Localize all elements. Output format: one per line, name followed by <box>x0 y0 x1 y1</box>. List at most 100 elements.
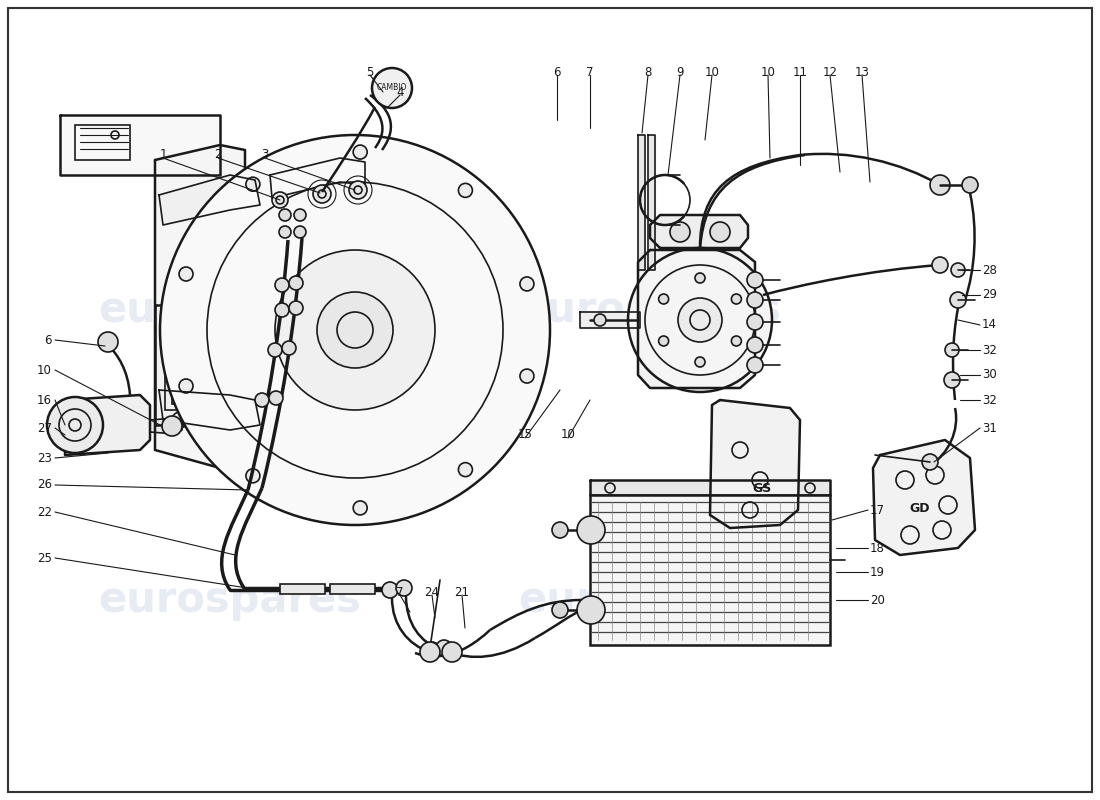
Polygon shape <box>650 215 748 248</box>
Text: 17: 17 <box>870 503 886 517</box>
Text: 2: 2 <box>214 149 222 162</box>
Circle shape <box>179 379 192 393</box>
Text: 1: 1 <box>160 149 167 162</box>
Circle shape <box>47 397 103 453</box>
Text: 21: 21 <box>454 586 470 598</box>
Polygon shape <box>160 390 260 430</box>
Text: 32: 32 <box>982 394 997 406</box>
Circle shape <box>930 175 950 195</box>
Polygon shape <box>873 440 975 555</box>
Text: 19: 19 <box>870 566 886 578</box>
Text: 25: 25 <box>37 551 52 565</box>
Circle shape <box>246 469 260 483</box>
Bar <box>75 125 130 160</box>
Text: GS: GS <box>752 482 771 494</box>
Circle shape <box>289 276 302 290</box>
Circle shape <box>732 294 741 304</box>
Text: 29: 29 <box>982 289 997 302</box>
Circle shape <box>98 332 118 352</box>
Text: 8: 8 <box>645 66 651 78</box>
Circle shape <box>275 303 289 317</box>
Bar <box>590 495 830 645</box>
Text: 26: 26 <box>37 478 52 491</box>
Text: 24: 24 <box>425 586 440 598</box>
Circle shape <box>275 278 289 292</box>
Circle shape <box>628 248 772 392</box>
Text: 10: 10 <box>37 363 52 377</box>
Polygon shape <box>160 175 260 225</box>
Circle shape <box>279 209 292 221</box>
Text: eurospares: eurospares <box>518 289 781 331</box>
Circle shape <box>747 292 763 308</box>
Circle shape <box>747 314 763 330</box>
Polygon shape <box>638 250 755 388</box>
Bar <box>330 584 375 594</box>
Text: 30: 30 <box>982 369 997 382</box>
Circle shape <box>944 372 960 388</box>
Text: 18: 18 <box>870 542 884 554</box>
Polygon shape <box>65 395 150 455</box>
Text: 11: 11 <box>792 66 807 78</box>
Circle shape <box>314 185 331 203</box>
Circle shape <box>678 298 722 342</box>
Circle shape <box>520 369 534 383</box>
Circle shape <box>659 294 669 304</box>
Circle shape <box>436 640 452 656</box>
Circle shape <box>695 357 705 367</box>
Circle shape <box>552 602 568 618</box>
Text: eurospares: eurospares <box>99 579 362 621</box>
Circle shape <box>317 292 393 368</box>
Circle shape <box>353 501 367 515</box>
Text: 4: 4 <box>396 86 404 98</box>
Text: 15: 15 <box>518 429 532 442</box>
Circle shape <box>246 177 260 191</box>
Text: 10: 10 <box>705 66 719 78</box>
Circle shape <box>732 336 741 346</box>
Circle shape <box>695 273 705 283</box>
Circle shape <box>747 272 763 288</box>
Text: 9: 9 <box>676 66 684 78</box>
Circle shape <box>160 135 550 525</box>
Text: eurospares: eurospares <box>518 579 781 621</box>
Circle shape <box>279 226 292 238</box>
Circle shape <box>420 642 440 662</box>
Circle shape <box>179 267 192 281</box>
Text: 10: 10 <box>760 66 775 78</box>
Bar <box>165 315 300 410</box>
Bar <box>172 322 293 404</box>
Circle shape <box>282 341 296 355</box>
Circle shape <box>578 596 605 624</box>
Circle shape <box>372 68 412 108</box>
Circle shape <box>945 343 959 357</box>
Circle shape <box>272 192 288 208</box>
Text: 31: 31 <box>982 422 997 434</box>
Polygon shape <box>270 158 365 198</box>
Circle shape <box>270 391 283 405</box>
Circle shape <box>294 226 306 238</box>
Circle shape <box>520 277 534 291</box>
Circle shape <box>552 522 568 538</box>
Circle shape <box>747 337 763 353</box>
Polygon shape <box>155 305 310 425</box>
Circle shape <box>594 314 606 326</box>
Text: 23: 23 <box>37 451 52 465</box>
Text: 22: 22 <box>37 506 52 518</box>
Polygon shape <box>648 135 654 270</box>
Text: 32: 32 <box>982 343 997 357</box>
Circle shape <box>275 250 434 410</box>
Circle shape <box>459 183 472 198</box>
Circle shape <box>353 145 367 159</box>
Text: 16: 16 <box>37 394 52 406</box>
Bar <box>280 584 324 594</box>
Text: 13: 13 <box>855 66 869 78</box>
Circle shape <box>294 209 306 221</box>
Polygon shape <box>710 400 800 528</box>
Circle shape <box>396 580 412 596</box>
Circle shape <box>424 642 440 658</box>
Text: 6: 6 <box>44 334 52 346</box>
Text: 10: 10 <box>561 429 575 442</box>
Text: 20: 20 <box>870 594 884 606</box>
Polygon shape <box>150 418 182 434</box>
Circle shape <box>922 454 938 470</box>
Circle shape <box>952 263 965 277</box>
